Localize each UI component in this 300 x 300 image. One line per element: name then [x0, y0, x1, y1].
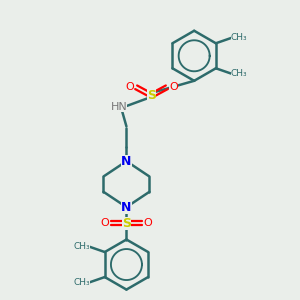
- Text: CH₃: CH₃: [231, 69, 248, 78]
- Text: O: O: [100, 218, 109, 228]
- Text: CH₃: CH₃: [73, 242, 90, 251]
- Text: O: O: [169, 82, 178, 92]
- Text: CH₃: CH₃: [231, 34, 248, 43]
- Text: O: O: [125, 82, 134, 92]
- Text: O: O: [144, 218, 153, 228]
- Text: S: S: [147, 89, 156, 102]
- Text: HN: HN: [111, 102, 128, 112]
- Text: S: S: [122, 217, 131, 230]
- Text: CH₃: CH₃: [73, 278, 90, 287]
- Text: N: N: [121, 201, 132, 214]
- Text: N: N: [121, 155, 132, 168]
